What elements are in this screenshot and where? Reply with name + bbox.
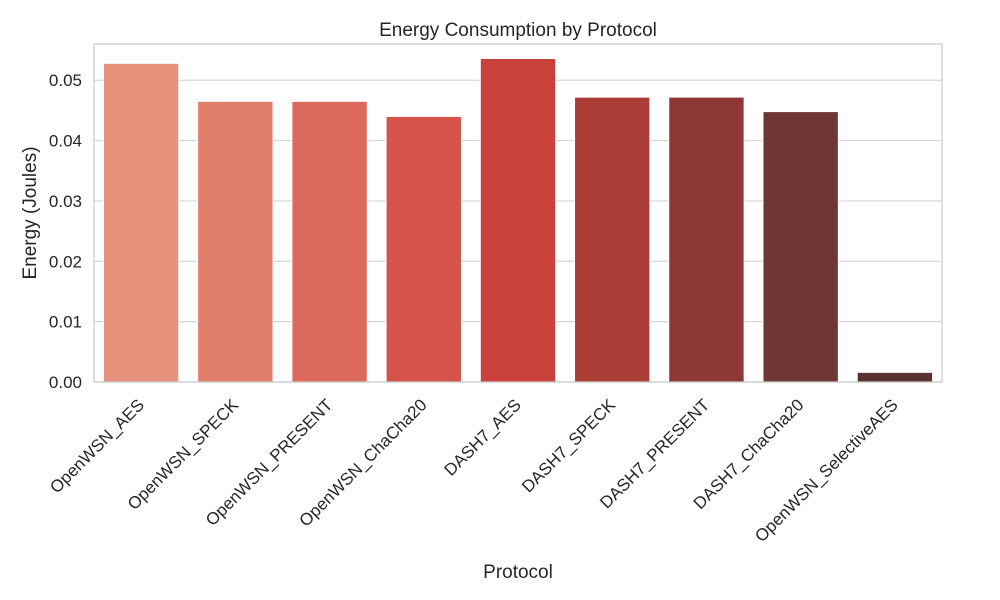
- y-tick-label: 0.01: [49, 313, 82, 332]
- chart-title: Energy Consumption by Protocol: [379, 20, 657, 41]
- bar: [479, 57, 557, 383]
- bar: [668, 96, 745, 383]
- bar: [385, 115, 462, 383]
- y-tick-label: 0.05: [49, 71, 82, 90]
- y-tick-label: 0.00: [49, 373, 82, 392]
- bar: [291, 100, 368, 383]
- bar: [856, 371, 934, 383]
- plot-frame: [93, 43, 943, 383]
- bars: [102, 57, 934, 383]
- y-tick-label: 0.04: [49, 132, 82, 151]
- bar: [574, 96, 651, 383]
- x-axis-title: Protocol: [483, 562, 553, 583]
- y-tick-label: 0.03: [49, 192, 82, 211]
- bar: [197, 100, 274, 383]
- y-axis-title: Energy (Joules): [20, 146, 41, 279]
- bar: [762, 111, 839, 383]
- bar: [102, 62, 180, 383]
- y-tick-label: 0.02: [49, 252, 82, 271]
- y-tick-labels: 0.00 0.01 0.02 0.03 0.04 0.05: [49, 71, 82, 392]
